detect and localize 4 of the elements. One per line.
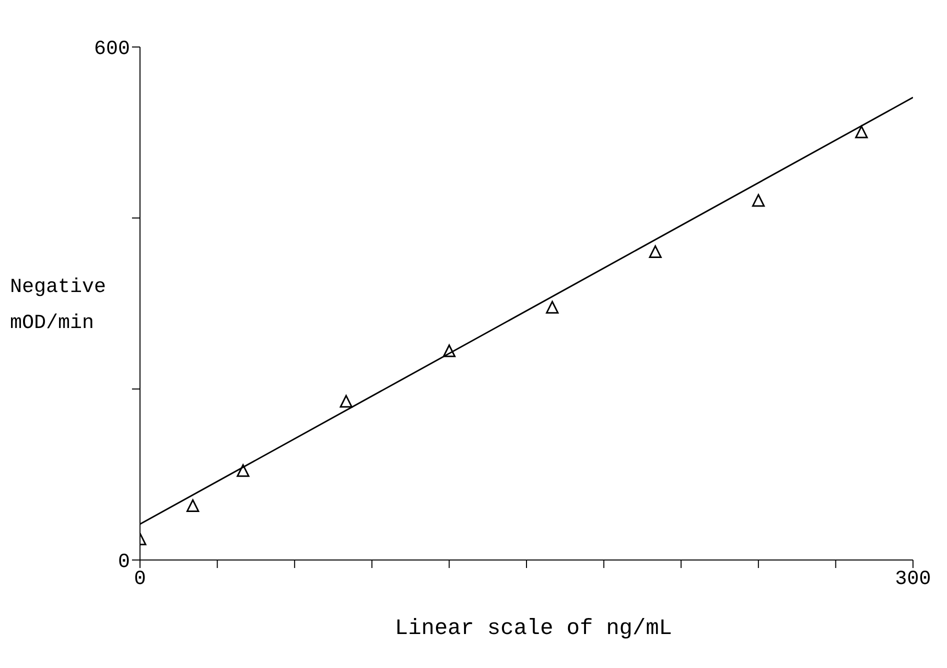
x-tick-label: 300 xyxy=(894,568,932,592)
y-axis-title: Negative mOD/min xyxy=(10,275,108,337)
y-tick-label: 600 xyxy=(94,38,130,62)
x-axis-title: Linear scale of ng/mL xyxy=(394,616,674,641)
